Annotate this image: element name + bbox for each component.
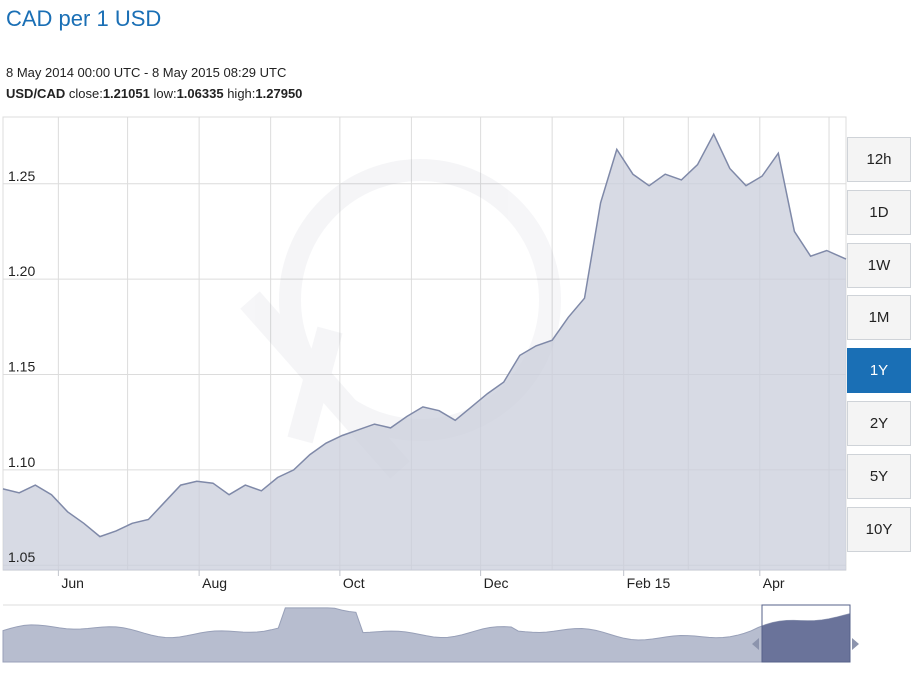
range-button-1d[interactable]: 1D bbox=[847, 189, 911, 235]
navigator-left-handle-icon[interactable] bbox=[752, 638, 759, 650]
x-tick-label: Oct bbox=[343, 575, 365, 591]
price-stats: USD/CAD close:1.21051 low:1.06335 high:1… bbox=[6, 86, 302, 101]
y-tick-label: 1.15 bbox=[8, 358, 35, 374]
range-button-5y[interactable]: 5Y bbox=[847, 453, 911, 499]
y-tick-label: 1.10 bbox=[8, 454, 35, 470]
navigator-area bbox=[2, 607, 851, 663]
navigator-window[interactable] bbox=[761, 604, 851, 663]
date-range: 8 May 2014 00:00 UTC - 8 May 2015 08:29 … bbox=[6, 65, 287, 80]
high-label: high: bbox=[227, 86, 256, 101]
navigator-selection-area bbox=[762, 613, 850, 662]
high-value: 1.27950 bbox=[255, 86, 303, 101]
x-tick-label: Feb 15 bbox=[627, 575, 671, 591]
range-button-1w[interactable]: 1W bbox=[847, 242, 911, 288]
plot-series bbox=[2, 132, 847, 570]
x-tick-label: Apr bbox=[763, 575, 785, 591]
y-tick-label: 1.05 bbox=[8, 549, 35, 565]
x-tick-label: Jun bbox=[61, 575, 84, 591]
navigator[interactable] bbox=[2, 604, 859, 663]
y-tick-label: 1.20 bbox=[8, 263, 35, 279]
y-tick-label: 1.25 bbox=[8, 168, 35, 184]
pair-label: USD/CAD bbox=[6, 86, 66, 101]
range-button-1y[interactable]: 1Y bbox=[847, 348, 911, 394]
series-area bbox=[3, 134, 846, 570]
low-value: 1.06335 bbox=[176, 86, 224, 101]
range-button-2y[interactable]: 2Y bbox=[847, 401, 911, 446]
page-title: CAD per 1 USD bbox=[6, 6, 162, 31]
x-tick-label: Aug bbox=[202, 575, 227, 591]
range-button-10y[interactable]: 10Y bbox=[847, 506, 911, 552]
close-label: close: bbox=[68, 86, 103, 101]
series-line bbox=[2, 132, 847, 538]
close-value: 1.21051 bbox=[102, 86, 150, 101]
range-button-1m[interactable]: 1M bbox=[847, 295, 911, 341]
x-tick-label: Dec bbox=[484, 575, 509, 591]
x-axis-labels: Jun Aug Oct Dec Feb 15 Apr bbox=[57, 570, 785, 591]
range-button-12h[interactable]: 12h bbox=[847, 137, 911, 182]
low-label: low: bbox=[153, 86, 177, 101]
y-axis-labels: 1.05 1.10 1.15 1.20 1.25 bbox=[8, 168, 35, 565]
navigator-right-handle-icon[interactable] bbox=[852, 638, 859, 650]
